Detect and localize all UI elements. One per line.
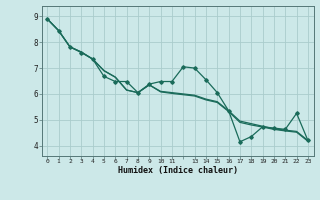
X-axis label: Humidex (Indice chaleur): Humidex (Indice chaleur) [118,166,237,175]
